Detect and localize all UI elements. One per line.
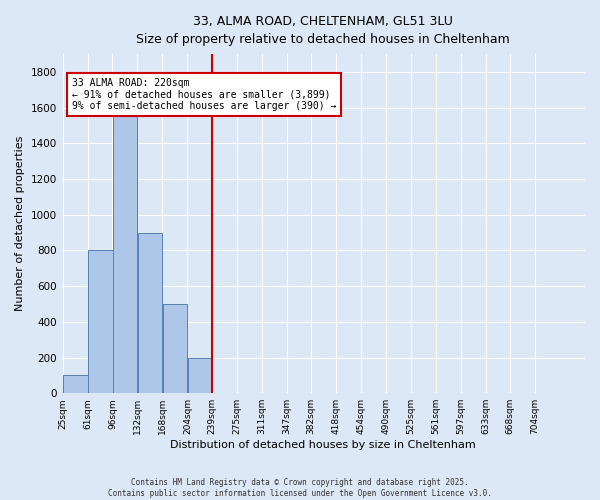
Bar — [113, 98, 137, 393]
Bar — [163, 304, 187, 393]
X-axis label: Distribution of detached houses by size in Cheltenham: Distribution of detached houses by size … — [170, 440, 476, 450]
Bar — [88, 250, 113, 393]
Text: 33 ALMA ROAD: 220sqm
← 91% of detached houses are smaller (3,899)
9% of semi-det: 33 ALMA ROAD: 220sqm ← 91% of detached h… — [72, 78, 337, 111]
Bar — [137, 232, 162, 393]
Y-axis label: Number of detached properties: Number of detached properties — [15, 136, 25, 312]
Bar — [188, 358, 212, 393]
Title: 33, ALMA ROAD, CHELTENHAM, GL51 3LU
Size of property relative to detached houses: 33, ALMA ROAD, CHELTENHAM, GL51 3LU Size… — [136, 15, 510, 46]
Text: Contains HM Land Registry data © Crown copyright and database right 2025.
Contai: Contains HM Land Registry data © Crown c… — [108, 478, 492, 498]
Bar — [63, 376, 88, 393]
